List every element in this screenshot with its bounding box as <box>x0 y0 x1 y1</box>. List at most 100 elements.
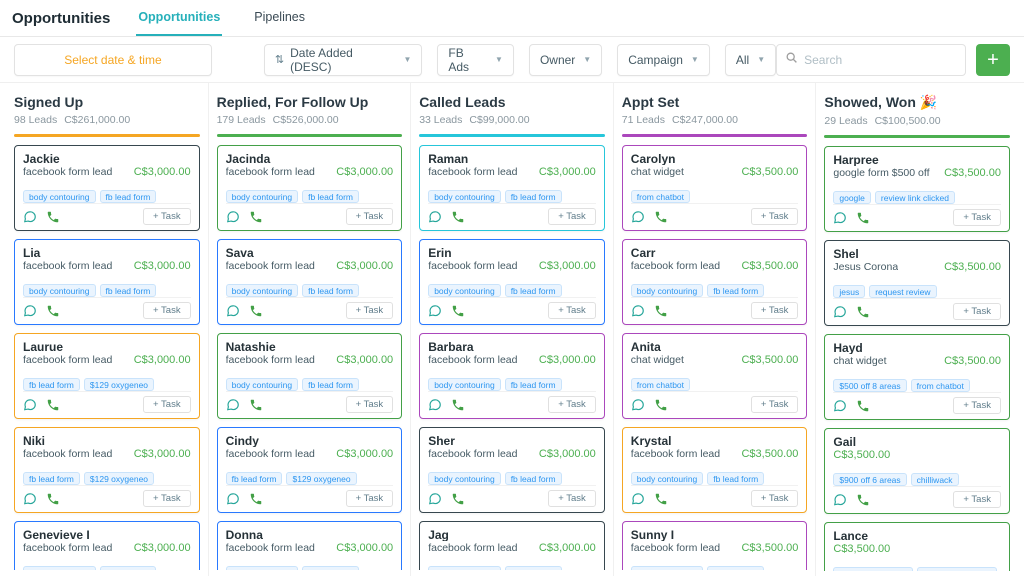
chat-icon[interactable] <box>428 210 442 224</box>
filter-dropdown-campaign[interactable]: Campaign ▼ <box>617 43 710 76</box>
opportunity-card[interactable]: Cindy facebook form lead C$3,000.00 fb lead… <box>216 427 403 513</box>
opportunity-card[interactable]: Jackie facebook form lead C$3,000.00 body c… <box>14 145 200 231</box>
phone-icon[interactable] <box>856 399 870 413</box>
tag-pill: fb lead form <box>302 190 359 203</box>
tag-pill: fb lead form <box>504 190 562 203</box>
phone-icon[interactable] <box>654 492 668 506</box>
chat-icon[interactable] <box>23 492 37 506</box>
opportunity-card[interactable]: Harpree google form $500 off C$3,500.00 goo… <box>824 146 1010 232</box>
opportunity-card[interactable]: Krystal facebook form lead C$3,500.00 body … <box>621 427 808 513</box>
phone-icon[interactable] <box>46 398 60 412</box>
phone-icon[interactable] <box>654 398 668 412</box>
phone-icon[interactable] <box>46 304 60 318</box>
phone-icon[interactable] <box>451 398 465 412</box>
chat-icon[interactable] <box>833 211 847 225</box>
chat-icon[interactable] <box>23 304 37 318</box>
phone-icon[interactable] <box>249 304 263 318</box>
opportunity-card[interactable]: Hayd chat widget C$3,500.00 $500 off 8 area… <box>824 334 1010 420</box>
opportunity-card[interactable]: Gail C$3,500.00 $900 off 6 areas chilliwack… <box>824 428 1010 514</box>
add-task-button[interactable]: + Task <box>548 490 596 507</box>
opportunity-card[interactable]: Shel Jesus Corona C$3,500.00 jesus request r… <box>824 240 1010 326</box>
add-task-button[interactable]: + Task <box>143 490 191 507</box>
chat-icon[interactable] <box>428 398 442 412</box>
phone-icon[interactable] <box>46 210 60 224</box>
add-task-button[interactable]: + Task <box>953 491 1001 508</box>
chat-icon[interactable] <box>833 305 847 319</box>
phone-icon[interactable] <box>654 210 668 224</box>
tab-opportunities[interactable]: Opportunities <box>136 0 223 36</box>
add-task-button[interactable]: + Task <box>953 397 1001 414</box>
filter-dropdown-owner[interactable]: Owner ▼ <box>528 43 603 76</box>
add-task-button[interactable]: + Task <box>953 303 1001 320</box>
add-task-button[interactable]: + Task <box>345 208 394 225</box>
opportunity-card[interactable]: Lia facebook form lead C$3,000.00 body cont… <box>14 239 200 325</box>
filter-dropdown-all[interactable]: All ▼ <box>724 43 777 76</box>
add-task-button[interactable]: + Task <box>345 490 394 507</box>
add-task-button[interactable]: + Task <box>750 396 799 413</box>
opportunity-card[interactable]: Erin facebook form lead C$3,000.00 body con… <box>419 239 605 325</box>
date-range-button[interactable]: Select date & time <box>14 43 212 76</box>
opportunity-card[interactable]: Anita chat widget C$3,500.00 from chatbot + … <box>621 333 808 419</box>
phone-icon[interactable] <box>249 492 263 506</box>
chat-icon[interactable] <box>833 493 847 507</box>
search-input[interactable] <box>804 52 958 67</box>
chat-icon[interactable] <box>226 492 240 506</box>
phone-icon[interactable] <box>249 398 263 412</box>
add-task-button[interactable]: + Task <box>750 208 799 225</box>
phone-icon[interactable] <box>654 304 668 318</box>
chat-icon[interactable] <box>631 492 645 506</box>
chat-icon[interactable] <box>631 304 645 318</box>
opportunity-card[interactable]: Sava facebook form lead C$3,000.00 body con… <box>216 239 403 325</box>
add-task-button[interactable]: + Task <box>143 208 191 225</box>
add-task-button[interactable]: + Task <box>750 302 799 319</box>
add-task-button[interactable]: + Task <box>345 302 394 319</box>
phone-icon[interactable] <box>856 211 870 225</box>
chat-icon[interactable] <box>226 398 240 412</box>
opportunity-card[interactable]: Niki facebook form lead C$3,000.00 fb lead … <box>14 427 200 513</box>
chat-icon[interactable] <box>226 304 240 318</box>
add-task-button[interactable]: + Task <box>345 396 394 413</box>
phone-icon[interactable] <box>856 493 870 507</box>
add-task-button[interactable]: + Task <box>750 490 799 507</box>
opportunity-card[interactable]: Barbara facebook form lead C$3,000.00 body … <box>419 333 605 419</box>
phone-icon[interactable] <box>451 304 465 318</box>
filter-dropdown-fb-ads[interactable]: FB Ads ▼ <box>437 43 514 76</box>
opportunity-card[interactable]: Carr facebook form lead C$3,500.00 body con… <box>621 239 808 325</box>
chat-icon[interactable] <box>631 210 645 224</box>
chat-icon[interactable] <box>833 399 847 413</box>
tab-pipelines[interactable]: Pipelines <box>254 10 306 24</box>
opportunity-card[interactable]: Jacinda facebook form lead C$3,000.00 body … <box>216 145 403 231</box>
opportunity-card[interactable]: Raman facebook form lead C$3,000.00 body co… <box>419 145 605 231</box>
opportunity-card[interactable]: Sher facebook form lead C$3,000.00 body con… <box>419 427 605 513</box>
phone-icon[interactable] <box>451 492 465 506</box>
chat-icon[interactable] <box>23 398 37 412</box>
opportunity-card[interactable]: Laurue facebook form lead C$3,000.00 fb lea… <box>14 333 200 419</box>
chat-icon[interactable] <box>428 304 442 318</box>
phone-icon[interactable] <box>451 210 465 224</box>
opportunity-card[interactable]: Natashie facebook form lead C$3,000.00 body… <box>216 333 403 419</box>
search-box[interactable] <box>776 43 967 76</box>
chat-icon[interactable] <box>23 210 37 224</box>
phone-icon[interactable] <box>856 305 870 319</box>
chat-icon[interactable] <box>226 210 240 224</box>
add-task-button[interactable]: + Task <box>548 302 596 319</box>
add-task-button[interactable]: + Task <box>953 209 1001 226</box>
add-task-button[interactable]: + Task <box>143 302 191 319</box>
add-task-button[interactable]: + Task <box>548 396 596 413</box>
contact-name: Barbara <box>428 340 474 353</box>
phone-icon[interactable] <box>249 210 263 224</box>
add-opportunity-button[interactable]: + <box>976 43 1010 76</box>
opportunity-source: facebook form lead <box>225 448 315 460</box>
sort-dropdown[interactable]: ⇅ Date Added (DESC) ▼ <box>263 43 423 76</box>
add-task-button[interactable]: + Task <box>143 396 191 413</box>
phone-icon[interactable] <box>46 492 60 506</box>
chat-icon[interactable] <box>428 492 442 506</box>
add-task-button[interactable]: + Task <box>548 208 596 225</box>
opportunity-card[interactable]: Carolyn chat widget C$3,500.00 from chatbot… <box>621 145 808 231</box>
chat-icon[interactable] <box>631 398 645 412</box>
